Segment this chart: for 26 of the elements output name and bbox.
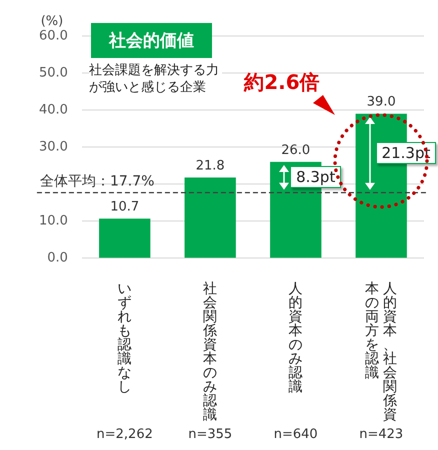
text: n=423: [359, 427, 404, 442]
chart-title: 社会的価値: [91, 23, 212, 58]
category-label: 社会関係資本のみ認識: [203, 281, 218, 423]
category-label: 人的資本、社会関係資本の両方を認識: [365, 281, 398, 423]
y-tick-label: 50.0: [38, 65, 68, 80]
data-label: 10.7: [110, 199, 140, 214]
data-label: 26.0: [281, 142, 310, 158]
x-tick-label: 人的資本のみ認識: [288, 281, 304, 397]
y-tick-label: 0.0: [47, 250, 68, 266]
y-tick-label: 30.0: [38, 139, 68, 154]
text: n=2,262: [96, 427, 153, 442]
x-tick-label: いずれも認識なし: [117, 281, 132, 397]
data-label: 21.8: [196, 158, 225, 174]
y-axis-title: (%): [40, 14, 64, 29]
y-tick-label: 60.0: [38, 28, 68, 44]
text: n=355: [188, 427, 232, 442]
bar: [184, 177, 236, 258]
text: n=640: [274, 427, 318, 442]
bar: [99, 218, 150, 258]
text: 社会課題を解決する力が強いと感じる企業: [89, 62, 222, 96]
data-label: 39.0: [366, 94, 396, 110]
ref-line-label: 全体平均：17.7%: [40, 173, 154, 190]
annotation: 8.3pt: [290, 166, 342, 188]
y-tick-label: 40.0: [38, 102, 68, 118]
y-tick-label: 10.0: [38, 214, 68, 229]
annotation: 約2.6倍: [244, 69, 320, 96]
